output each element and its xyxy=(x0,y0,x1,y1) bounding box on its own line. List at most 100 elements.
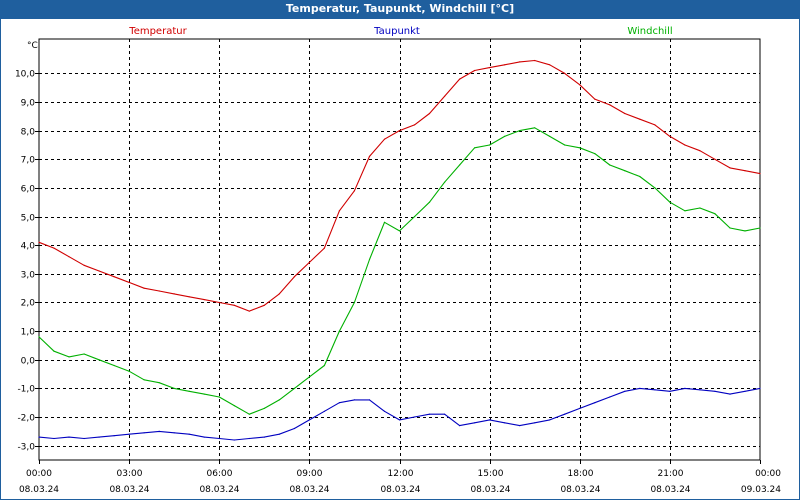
data-point xyxy=(489,67,491,69)
data-point xyxy=(474,422,476,424)
data-point xyxy=(128,433,130,435)
data-point xyxy=(714,213,716,215)
y-tick-label: 4,0 xyxy=(21,242,36,252)
data-point xyxy=(474,69,476,72)
x-tick-date: 08.03.24 xyxy=(560,485,600,495)
legend-entry-temperatur: Temperatur xyxy=(128,26,187,37)
y-tick-label: -3,0 xyxy=(17,443,35,453)
data-point xyxy=(53,350,55,352)
data-point xyxy=(534,59,536,62)
data-point xyxy=(248,413,250,415)
y-tick-label: 9,0 xyxy=(21,99,36,109)
data-point xyxy=(218,301,220,304)
x-tick-date: 08.03.24 xyxy=(109,485,149,495)
data-point xyxy=(113,364,115,367)
data-point xyxy=(293,427,295,430)
data-point xyxy=(413,216,416,218)
x-tick-time: 00:00 xyxy=(26,469,52,479)
data-point xyxy=(564,413,566,415)
x-axis: 00:00 08.03.24 03:00 08.03.24 06:00 08.03.24 0… xyxy=(19,460,781,495)
data-point xyxy=(729,167,731,169)
data-point xyxy=(353,190,355,192)
data-point xyxy=(549,64,551,66)
data-point xyxy=(504,135,506,137)
data-point xyxy=(98,359,100,361)
data-point xyxy=(444,95,446,97)
data-point xyxy=(383,221,386,223)
data-point xyxy=(489,144,491,146)
data-point xyxy=(338,330,340,332)
data-point xyxy=(83,353,85,355)
data-point xyxy=(38,436,40,438)
data-point xyxy=(549,419,551,421)
data-point xyxy=(609,104,611,106)
data-point xyxy=(113,435,115,437)
data-point xyxy=(684,387,686,389)
data-point xyxy=(413,124,416,126)
data-point xyxy=(218,437,220,440)
data-point xyxy=(459,78,461,80)
data-point xyxy=(368,399,371,401)
data-point xyxy=(233,304,235,306)
data-point xyxy=(609,396,611,398)
data-point xyxy=(323,364,325,367)
data-point xyxy=(579,147,581,149)
data-point xyxy=(444,413,446,415)
data-point xyxy=(759,387,761,389)
data-point xyxy=(759,227,761,229)
x-tick-date: 08.03.24 xyxy=(289,485,329,495)
data-point xyxy=(474,147,476,149)
y-axis: °C 10,0 9,0 8,0 7,0 6,0 5,0 4,0 3,0 2,0 1,0 0,0 -1,… xyxy=(15,41,39,453)
data-point xyxy=(669,390,671,392)
data-point xyxy=(338,402,340,404)
data-point xyxy=(278,433,280,435)
data-point xyxy=(534,127,536,129)
x-tick-date: 08.03.24 xyxy=(380,485,420,495)
data-point xyxy=(263,304,265,306)
series-points-temperatur xyxy=(38,59,761,312)
data-point xyxy=(383,138,386,140)
data-point xyxy=(428,413,431,415)
data-point xyxy=(654,187,656,189)
data-point xyxy=(594,153,596,155)
series-points-taupunkt xyxy=(38,387,761,441)
data-point xyxy=(158,430,160,432)
data-point xyxy=(413,416,416,418)
data-point xyxy=(368,258,371,261)
data-point xyxy=(519,425,521,427)
data-point xyxy=(308,419,310,421)
x-tick-date: 08.03.24 xyxy=(19,485,59,495)
series-lines xyxy=(38,59,761,441)
data-point xyxy=(128,281,130,283)
data-point xyxy=(594,98,596,100)
data-point xyxy=(699,207,701,209)
data-point xyxy=(714,390,716,392)
data-point xyxy=(113,276,115,278)
data-point xyxy=(143,287,145,289)
data-point xyxy=(308,261,310,263)
data-point xyxy=(579,407,581,409)
data-point xyxy=(383,410,386,412)
x-tick-time: 12:00 xyxy=(388,469,414,479)
x-tick-time: 09:00 xyxy=(297,469,323,479)
y-axis-unit: °C xyxy=(27,41,38,51)
data-point xyxy=(459,425,461,427)
series-points-windchill xyxy=(38,127,761,415)
y-tick-label: 8,0 xyxy=(21,128,36,138)
data-point xyxy=(744,230,746,232)
data-point xyxy=(504,64,506,66)
y-tick-label: 5,0 xyxy=(21,214,36,224)
data-point xyxy=(38,336,40,338)
data-point xyxy=(53,247,55,249)
x-tick-time: 15:00 xyxy=(478,469,504,479)
x-tick-time: 03:00 xyxy=(117,469,143,479)
data-point xyxy=(338,210,340,212)
data-point xyxy=(203,393,205,395)
data-point xyxy=(669,201,671,203)
data-point xyxy=(489,419,491,421)
data-point xyxy=(263,436,265,438)
data-point xyxy=(444,181,446,183)
data-point xyxy=(143,379,145,381)
data-point xyxy=(624,390,626,392)
